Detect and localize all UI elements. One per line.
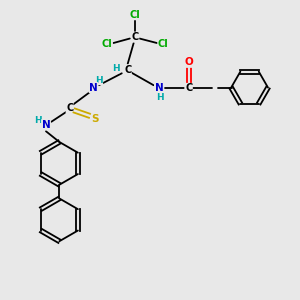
Text: Cl: Cl [158,40,169,50]
Text: H: H [95,76,103,85]
Text: C: C [131,32,139,42]
Text: Cl: Cl [130,10,140,20]
Text: O: O [184,57,193,67]
Text: H: H [157,94,164,103]
Text: N: N [89,82,98,93]
Text: N: N [42,120,50,130]
Text: S: S [91,114,99,124]
Text: H: H [112,64,120,73]
Text: N: N [154,82,163,93]
Text: Cl: Cl [101,40,112,50]
Text: C: C [66,103,74,113]
Text: H: H [34,116,41,125]
Text: C: C [185,82,192,93]
Text: C: C [124,65,131,75]
